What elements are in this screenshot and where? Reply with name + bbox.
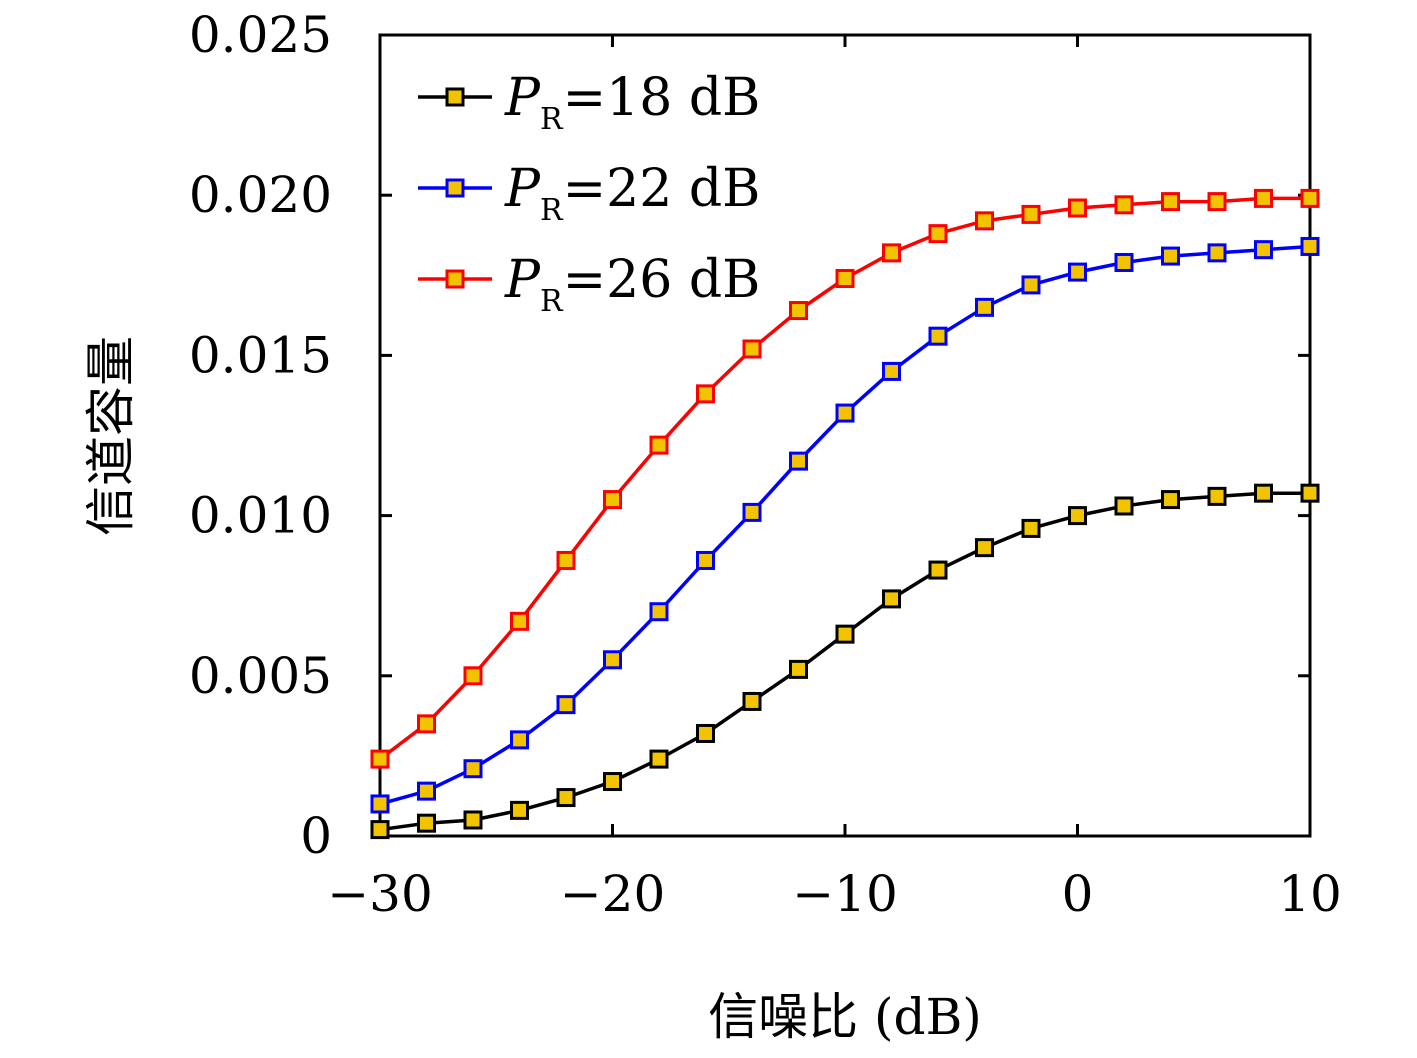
data-point	[1300, 236, 1320, 256]
plot-frame	[378, 33, 1312, 838]
data-point	[603, 490, 622, 510]
data-point	[1161, 490, 1180, 510]
series-1	[370, 236, 1320, 814]
data-point	[1021, 518, 1041, 538]
data-point	[696, 723, 715, 743]
data-point	[789, 659, 808, 679]
data-point	[975, 211, 994, 231]
x-tick-label: −10	[792, 865, 898, 923]
data-point	[1207, 243, 1227, 263]
data-point	[789, 451, 808, 471]
series-0	[370, 483, 1320, 840]
data-point	[370, 820, 390, 840]
data-point	[603, 772, 622, 792]
legend-marker	[445, 269, 465, 289]
data-point	[1254, 240, 1273, 260]
data-point	[510, 800, 529, 820]
data-point	[510, 730, 529, 750]
axis-ticks	[378, 33, 1312, 838]
data-point	[417, 714, 436, 734]
data-point	[928, 224, 948, 244]
data-point	[1114, 252, 1134, 272]
data-point	[1114, 496, 1134, 516]
data-point	[835, 624, 855, 644]
x-axis-title: 信噪比 (dB)	[708, 988, 982, 1046]
data-point	[1161, 192, 1180, 212]
data-point	[882, 243, 901, 263]
x-tick-label: 10	[1278, 865, 1342, 923]
y-tick-label: 0.020	[189, 166, 332, 224]
y-axis-title: 信道容量	[82, 336, 140, 536]
legend-label: PR=26 dB	[504, 250, 760, 319]
x-tick-label: 0	[1062, 865, 1094, 923]
data-point	[463, 666, 483, 686]
data-point	[928, 326, 948, 346]
data-point	[649, 435, 669, 455]
data-point	[1207, 192, 1227, 212]
data-point	[882, 361, 901, 381]
data-point	[1300, 483, 1320, 503]
data-point	[975, 538, 994, 558]
legend-entry-0: PR=18 dB	[418, 68, 760, 137]
series-2	[370, 188, 1320, 769]
data-point	[417, 781, 436, 801]
y-tick-label: 0.025	[189, 6, 332, 64]
data-point	[1068, 198, 1087, 218]
data-point	[742, 502, 762, 522]
legend-marker	[445, 178, 465, 198]
data-point	[1207, 486, 1227, 506]
data-point	[370, 749, 390, 769]
data-point	[556, 550, 576, 570]
data-point	[1300, 188, 1320, 208]
y-tick-label: 0.010	[189, 487, 332, 545]
x-tick-label: −30	[327, 865, 433, 923]
data-point	[649, 602, 669, 622]
legend-label: PR=22 dB	[504, 159, 760, 228]
data-point	[742, 691, 762, 711]
data-point	[975, 297, 994, 317]
data-point	[603, 650, 622, 670]
legend-label: PR=18 dB	[504, 68, 760, 137]
data-point	[1021, 204, 1041, 224]
series-line	[379, 491, 1310, 832]
data-point	[928, 560, 948, 580]
data-point	[882, 589, 901, 609]
legend-entry-1: PR=22 dB	[418, 159, 760, 228]
data-point	[370, 794, 390, 814]
data-point	[1068, 262, 1087, 282]
data-point	[1254, 483, 1273, 503]
legend-marker	[445, 87, 465, 107]
y-tick-label: 0.005	[189, 647, 332, 705]
data-point	[1021, 275, 1041, 295]
series-layer	[370, 188, 1320, 840]
data-point	[1254, 188, 1273, 208]
legend-entry-2: PR=26 dB	[418, 250, 760, 319]
data-point	[463, 810, 483, 830]
data-point	[649, 749, 669, 769]
data-point	[742, 339, 762, 359]
data-point	[835, 403, 855, 423]
data-point	[556, 695, 576, 715]
x-tick-label: −20	[560, 865, 666, 923]
axis-tick-labels: −30 −20 −10 0 10 0 0.005 0.010 0.015 0.020 0.025	[189, 6, 1342, 923]
y-tick-label: 0.015	[189, 326, 332, 384]
data-point	[835, 269, 855, 289]
data-point	[1161, 246, 1180, 266]
data-point	[556, 788, 576, 808]
data-point	[510, 611, 529, 631]
data-point	[1068, 506, 1087, 526]
data-point	[696, 384, 715, 404]
legend: PR=18 dB PR=22 dB PR=26 dB	[418, 68, 760, 319]
data-point	[789, 301, 808, 321]
data-point	[696, 550, 715, 570]
y-tick-label: 0	[300, 807, 332, 865]
data-point	[1114, 195, 1134, 215]
data-point	[417, 813, 436, 833]
data-point	[463, 759, 483, 779]
series-line	[379, 244, 1311, 806]
